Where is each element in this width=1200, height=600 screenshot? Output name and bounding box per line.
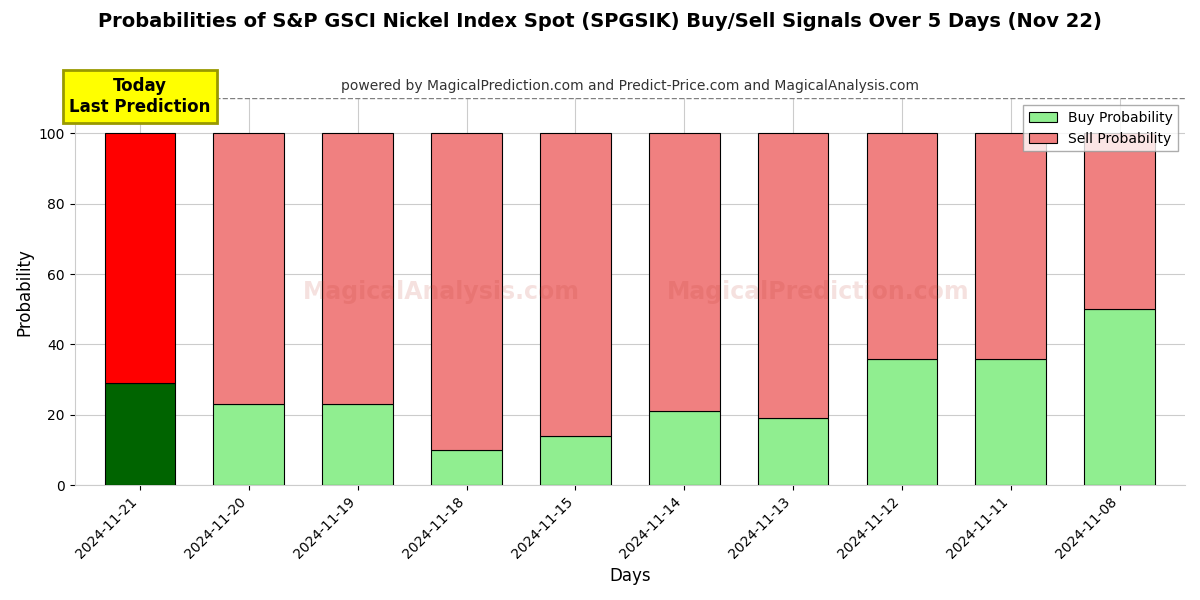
Title: powered by MagicalPrediction.com and Predict-Price.com and MagicalAnalysis.com: powered by MagicalPrediction.com and Pre… (341, 79, 919, 93)
Bar (649, 411, 720, 485)
Y-axis label: Probability: Probability (16, 248, 34, 335)
Bar (540, 133, 611, 436)
Text: Probabilities of S&P GSCI Nickel Index Spot (SPGSIK) Buy/Sell Signals Over 5 Day: Probabilities of S&P GSCI Nickel Index S… (98, 12, 1102, 31)
Text: MagicalAnalysis.com: MagicalAnalysis.com (302, 280, 580, 304)
Bar (431, 133, 502, 450)
Bar (214, 404, 284, 485)
Bar (104, 133, 175, 383)
Bar (866, 133, 937, 359)
Legend: Buy Probability, Sell Probability: Buy Probability, Sell Probability (1024, 105, 1178, 151)
Bar (649, 133, 720, 411)
Bar (431, 450, 502, 485)
Bar (757, 418, 828, 485)
Bar (104, 383, 175, 485)
Bar (976, 133, 1046, 359)
Bar (323, 133, 394, 404)
Bar (757, 133, 828, 418)
Text: Today
Last Prediction: Today Last Prediction (70, 77, 211, 116)
Bar (323, 404, 394, 485)
Bar (214, 133, 284, 404)
Bar (976, 359, 1046, 485)
Bar (540, 436, 611, 485)
Bar (1085, 309, 1156, 485)
Text: MagicalPrediction.com: MagicalPrediction.com (667, 280, 970, 304)
X-axis label: Days: Days (610, 567, 650, 585)
Bar (1085, 133, 1156, 309)
Bar (866, 359, 937, 485)
